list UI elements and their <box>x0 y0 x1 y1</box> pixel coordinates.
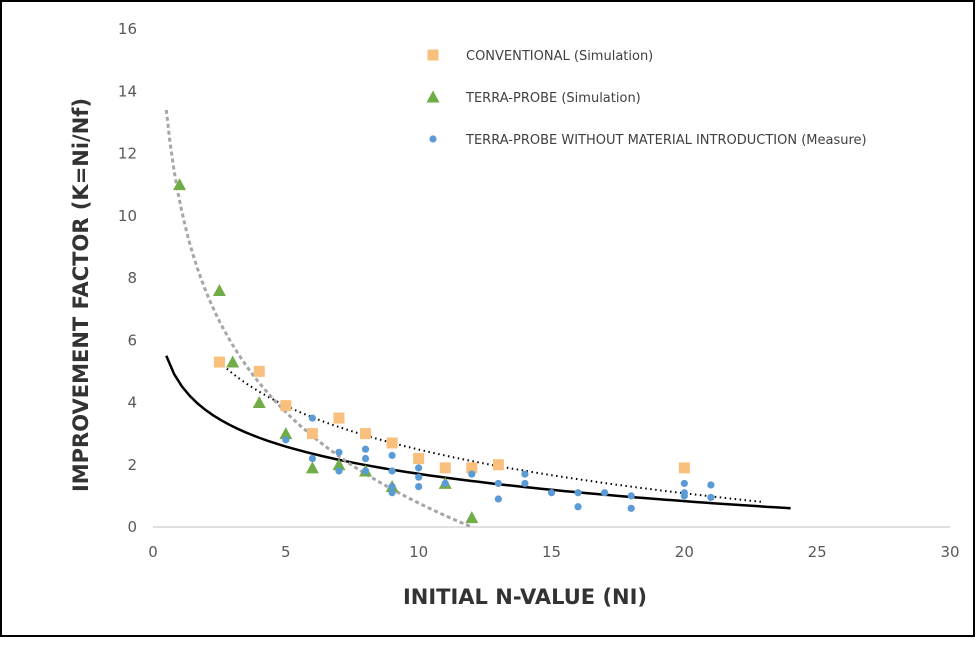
triangle-point <box>332 458 346 471</box>
circle-point <box>415 464 423 472</box>
triangle-point <box>173 178 187 191</box>
circle-point <box>707 481 715 489</box>
circle-point <box>521 479 529 488</box>
square-point <box>333 412 345 424</box>
circle-point <box>308 454 316 463</box>
circle-point <box>415 482 423 491</box>
square-point <box>466 462 478 474</box>
legend-marker-circle <box>429 135 437 143</box>
triangle-point <box>279 427 293 440</box>
square-point <box>306 428 318 440</box>
x-tick-label: 25 <box>808 543 827 561</box>
circle-point <box>574 489 582 497</box>
y-tick-label: 6 <box>127 331 137 349</box>
triangle-point <box>226 355 240 368</box>
y-tick-label: 14 <box>118 82 137 100</box>
square-point <box>386 437 398 449</box>
y-axis-label: IMPROVEMENT FACTOR (K=Ni/Nf) <box>69 98 93 492</box>
circle-point <box>521 470 529 478</box>
circle-point <box>494 479 502 488</box>
triangle-point <box>305 461 319 474</box>
y-tick-label: 12 <box>118 145 137 163</box>
circle-point <box>361 454 370 463</box>
y-tick-label: 10 <box>118 207 137 225</box>
circle-point <box>361 467 370 475</box>
triangle-point <box>465 511 479 524</box>
circle-point <box>388 482 396 491</box>
circle-point <box>707 493 715 502</box>
x-tick-label: 20 <box>675 543 694 561</box>
circle-point <box>335 448 343 456</box>
circle-point <box>627 504 635 512</box>
trendline-solid <box>165 355 791 510</box>
y-tick-label: 0 <box>127 518 137 536</box>
points-layer <box>173 178 715 524</box>
square-point <box>678 462 690 474</box>
square-point <box>213 356 225 368</box>
circle-point <box>601 489 609 497</box>
circle-point <box>468 470 476 478</box>
circle-point <box>547 489 556 497</box>
circle-point <box>388 467 396 475</box>
circle-point <box>388 451 396 460</box>
triangle-point <box>252 396 266 408</box>
x-tick-label: 15 <box>542 543 561 561</box>
y-tick-label: 2 <box>127 456 137 474</box>
square-point <box>439 462 451 474</box>
circle-point <box>574 503 582 511</box>
circle-point <box>361 445 370 453</box>
circle-point <box>335 467 343 475</box>
legend: CONVENTIONAL (Simulation) TERRA-PROBE (Si… <box>426 49 867 148</box>
axes-layer: 0 5 10 15 20 25 30 0 2 4 6 8 10 12 14 16 <box>118 20 960 561</box>
legend-label: TERRA-PROBE WITHOUT MATERIAL INTRODUCTIO… <box>465 133 867 148</box>
triangle-point <box>212 283 226 296</box>
x-tick-label: 0 <box>148 543 158 561</box>
square-point <box>280 400 292 412</box>
square-point <box>360 428 372 440</box>
circle-point <box>680 492 688 500</box>
circle-point <box>282 436 290 444</box>
legend-marker-triangle <box>426 90 440 103</box>
circle-point <box>388 489 396 497</box>
legend-label: TERRA-PROBE (Simulation) <box>465 91 641 106</box>
circle-point <box>415 473 423 481</box>
y-tick-label: 4 <box>127 394 137 412</box>
x-tick-label: 30 <box>940 543 959 561</box>
circle-point <box>308 414 316 422</box>
legend-label: CONVENTIONAL (Simulation) <box>466 49 653 64</box>
x-axis-label: INITIAL N-VALUE (NI) <box>403 585 647 609</box>
circle-point <box>680 479 688 488</box>
x-tick-label: 10 <box>409 543 428 561</box>
legend-marker-square <box>427 49 439 61</box>
circle-point <box>441 479 449 488</box>
square-point <box>492 459 504 471</box>
x-tick-label: 5 <box>281 543 291 561</box>
circle-point <box>494 495 502 503</box>
circle-point <box>627 492 635 500</box>
square-point <box>413 453 425 465</box>
y-tick-label: 16 <box>118 20 137 38</box>
square-point <box>253 365 265 377</box>
y-tick-label: 8 <box>127 269 137 287</box>
